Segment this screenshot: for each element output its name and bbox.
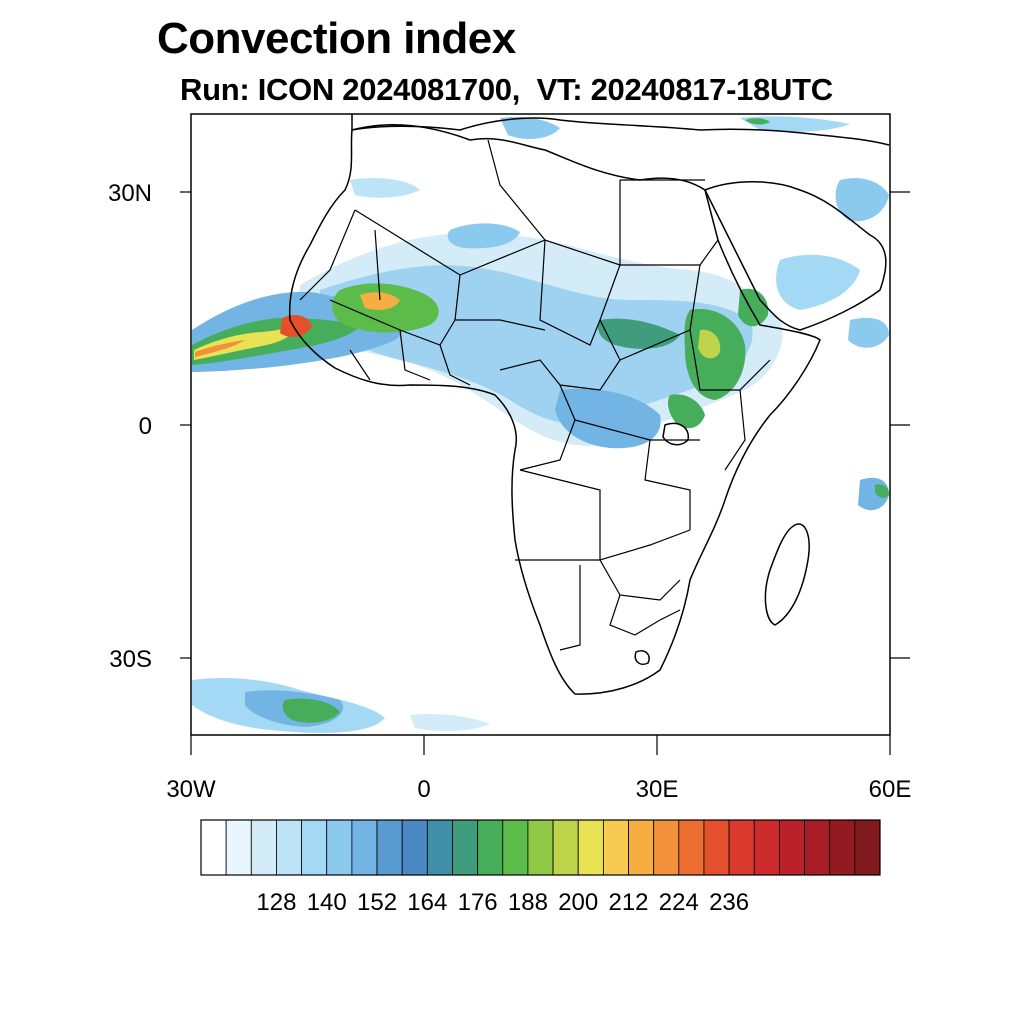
colorbar-box xyxy=(653,819,680,876)
colorbar-box xyxy=(552,819,579,876)
coastlines xyxy=(288,114,890,695)
field-mediterranean xyxy=(500,116,560,140)
colorbar-box xyxy=(200,819,227,876)
colorbar-label: 152 xyxy=(357,889,398,916)
africa-coastline xyxy=(288,124,821,695)
country-borders xyxy=(299,139,771,651)
field-westafrica-hot xyxy=(194,322,300,360)
field-south-atlantic-core xyxy=(282,698,340,723)
colorbar-box xyxy=(401,819,428,876)
axis-ticks xyxy=(180,191,910,755)
colorbar-box xyxy=(602,819,629,876)
field-madagascar-e2 xyxy=(875,484,889,498)
colorbar-label: 176 xyxy=(457,889,498,916)
europe-coastline xyxy=(351,114,890,146)
colorbar-box xyxy=(728,819,755,876)
colorbar-box xyxy=(829,819,856,876)
colorbar-box xyxy=(326,819,353,876)
field-arabia xyxy=(776,254,860,310)
field-westafrica-hot2 xyxy=(195,340,245,357)
colorbar-label: 212 xyxy=(608,889,649,916)
field-sudan xyxy=(598,318,680,349)
colorbar-box xyxy=(276,819,302,876)
field-uganda xyxy=(667,394,705,429)
colorbar-box xyxy=(779,819,805,876)
colorbar-outline xyxy=(200,819,881,876)
colorbar-box xyxy=(301,819,328,876)
colorbar-box xyxy=(502,819,529,876)
colorbar-box xyxy=(452,819,479,876)
lesotho xyxy=(634,650,650,665)
field-nigeria xyxy=(447,223,520,249)
colorbar-box xyxy=(527,819,554,876)
colorbar-box xyxy=(351,819,378,876)
field-turkey xyxy=(740,116,850,132)
colorbar-box xyxy=(628,819,655,876)
arabia-coastline xyxy=(703,181,887,331)
field-south-atlantic-tail xyxy=(410,714,490,732)
field-mali-hot xyxy=(360,292,400,310)
lon-label-0: 0 xyxy=(417,776,431,803)
colorbar-label: 128 xyxy=(256,889,297,916)
colorbar-label: 200 xyxy=(558,889,599,916)
lat-label-30s: 30S xyxy=(109,646,152,673)
field-ethiopia-hot xyxy=(698,329,721,359)
convection-field xyxy=(192,116,889,733)
colorbar-box xyxy=(577,819,604,876)
lat-label-0: 0 xyxy=(138,413,152,440)
map-title: Convection index xyxy=(157,14,516,63)
colorbar-box xyxy=(225,819,252,876)
colorbar-label: 140 xyxy=(306,889,347,916)
lon-label-30w: 30W xyxy=(166,776,216,803)
colorbar-label: 164 xyxy=(407,889,448,916)
lake-victoria xyxy=(662,422,689,446)
colorbar xyxy=(200,819,881,876)
colorbar-box xyxy=(804,819,831,876)
lat-label-30n: 30N xyxy=(107,180,152,207)
colorbar-box xyxy=(753,819,780,876)
colorbar-box xyxy=(703,819,730,876)
colorbar-box xyxy=(376,819,403,876)
colorbar-box xyxy=(250,819,277,876)
colorbar-box xyxy=(854,819,881,876)
lon-label-30e: 30E xyxy=(635,776,679,803)
field-guinea-hot xyxy=(280,314,312,338)
colorbar-box xyxy=(426,819,453,876)
field-algeria xyxy=(350,178,420,198)
field-congo xyxy=(555,388,661,449)
colorbar-label: 236 xyxy=(709,889,750,916)
colorbar-label: 224 xyxy=(658,889,699,916)
lon-label-60e: 60E xyxy=(868,776,912,803)
colorbar-box xyxy=(678,819,705,876)
field-arabia-n xyxy=(835,178,889,222)
colorbar-box xyxy=(477,819,504,876)
madagascar xyxy=(764,523,810,626)
field-arabian-sea xyxy=(848,317,889,348)
colorbar-label: 188 xyxy=(507,889,548,916)
field-turkey-green xyxy=(745,118,770,125)
map-subtitle: Run: ICON 2024081700, VT: 20240817-18UTC xyxy=(180,72,833,107)
